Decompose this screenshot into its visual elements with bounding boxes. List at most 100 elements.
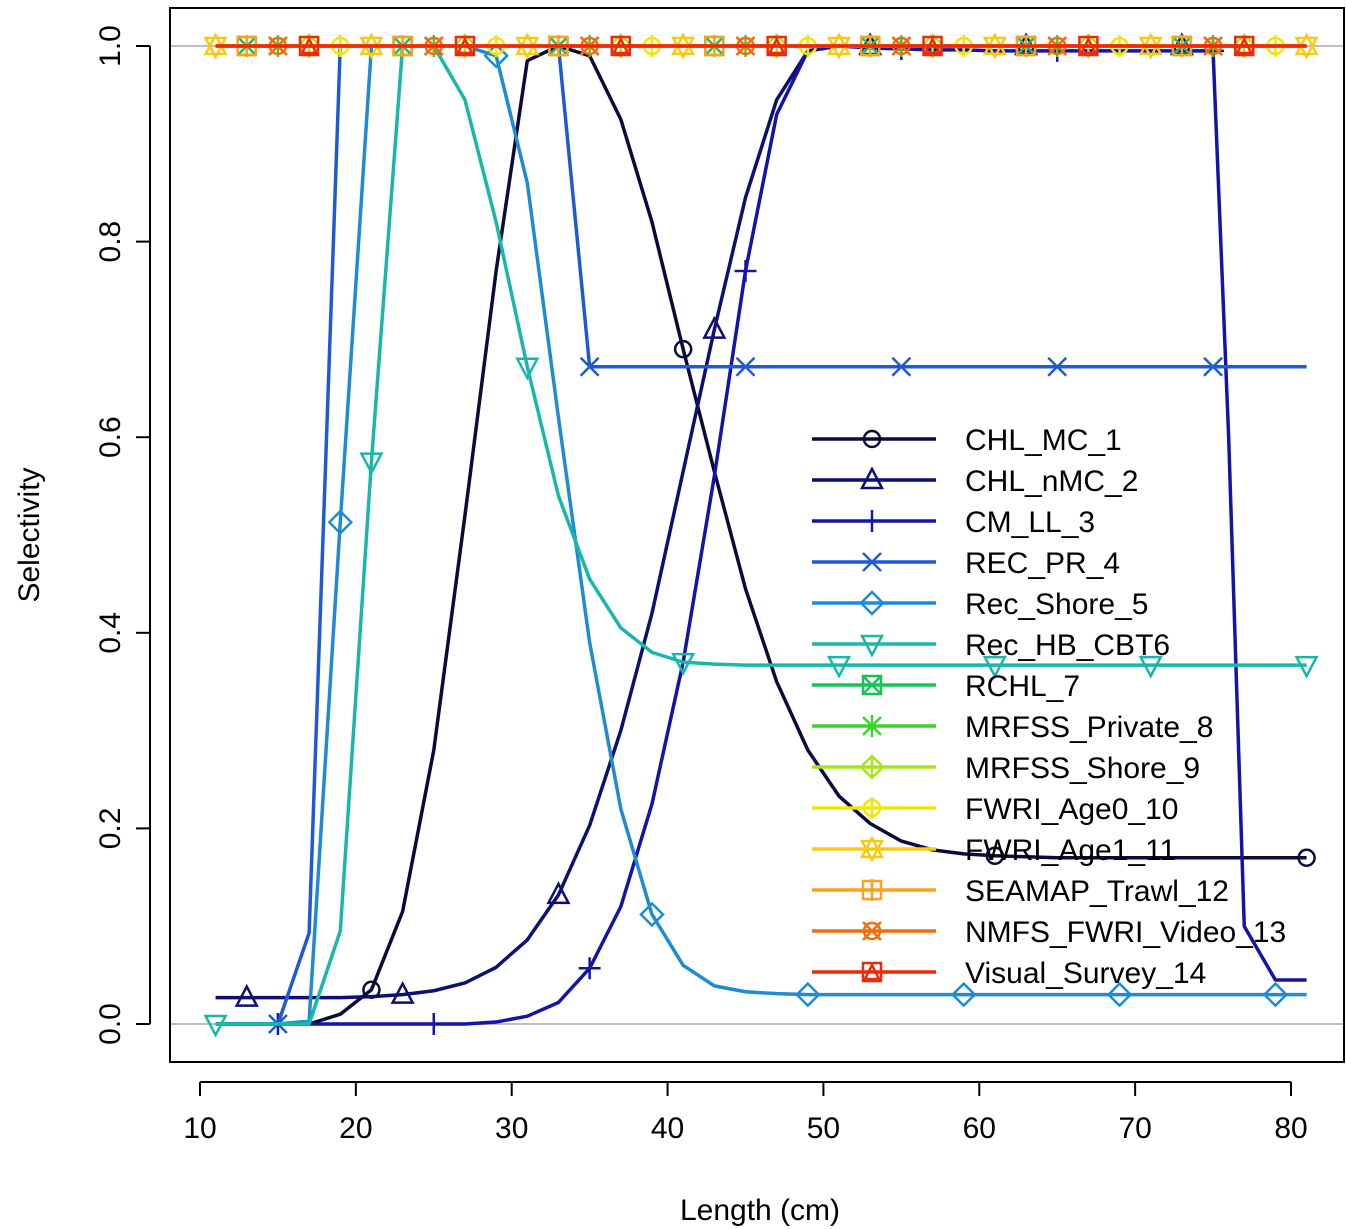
x-tick-label: 60 [963, 1112, 996, 1145]
legend-marker [862, 429, 882, 449]
legend-entry: Visual_Survey_14 [812, 957, 1206, 990]
x-tick-label: 50 [807, 1112, 840, 1145]
data-point [673, 339, 693, 359]
data-point [422, 1013, 445, 1035]
data-point [1138, 655, 1163, 679]
data-point [1078, 35, 1099, 57]
legend-marker [861, 715, 883, 737]
legend-marker [862, 921, 882, 941]
data-point [454, 35, 476, 57]
y-tick-label: 0.6 [94, 416, 127, 458]
legend-entry: CHL_MC_1 [812, 424, 1122, 457]
legend-label: Visual_Survey_14 [965, 957, 1206, 990]
legend-entry: RCHL_7 [812, 670, 1080, 703]
legend-entry: FWRI_Age0_10 [812, 793, 1178, 826]
data-point [922, 35, 943, 57]
data-point [359, 452, 384, 476]
data-point [639, 901, 665, 928]
legend-label: RCHL_7 [965, 670, 1080, 703]
series-line [215, 44, 1307, 1026]
x-tick-label: 70 [1118, 1112, 1151, 1145]
legend-label: SEAMAP_Trawl_12 [965, 875, 1229, 908]
data-point [950, 981, 977, 1008]
series-Rec_HB_CBT6 [203, 44, 1319, 1038]
legend-marker [859, 466, 885, 490]
data-point [546, 881, 571, 905]
legend-label: Rec_HB_CBT6 [965, 629, 1170, 662]
data-point [515, 357, 540, 381]
x-tick-label: 40 [651, 1112, 684, 1145]
y-tick-label: 0.2 [94, 808, 127, 850]
legend-marker [859, 590, 885, 616]
x-axis: 10 20 30 40 50 60 70 80 [183, 1081, 1308, 1145]
data-point [671, 652, 696, 676]
x-tick-label: 20 [339, 1112, 372, 1145]
legend-entry: NMFS_FWRI_Video_13 [812, 916, 1286, 949]
legend-entry: SEAMAP_Trawl_12 [812, 875, 1229, 908]
data-point [891, 356, 912, 377]
data-point [1203, 356, 1223, 377]
x-axis-label: Length (cm) [680, 1194, 840, 1227]
legend-marker [861, 879, 883, 901]
legend-entry: REC_PR_4 [812, 547, 1120, 580]
legend-marker [861, 674, 883, 696]
legend-label: FWRI_Age0_10 [965, 793, 1178, 826]
legend-label: MRFSS_Private_8 [965, 711, 1213, 744]
data-point [578, 957, 601, 980]
x-tick-label: 80 [1274, 1112, 1307, 1145]
legend-label: FWRI_Age1_11 [965, 834, 1176, 867]
legend-label: NMFS_FWRI_Video_13 [965, 916, 1286, 949]
y-tick-label: 0.0 [94, 1003, 127, 1045]
data-point [298, 35, 320, 57]
data-point [1294, 655, 1319, 679]
data-point [579, 356, 600, 377]
plot-series [203, 32, 1319, 1038]
plot-frame [169, 7, 1345, 1063]
legend-label: MRFSS_Shore_9 [965, 752, 1200, 785]
legend-entry: CHL_nMC_2 [812, 465, 1138, 498]
legend-label: REC_PR_4 [965, 547, 1120, 580]
data-point [985, 846, 1005, 866]
legend-label: Rec_Shore_5 [965, 588, 1148, 621]
data-point [234, 983, 259, 1007]
y-axis: 0.0 0.2 0.4 0.6 0.8 1.0 [94, 25, 151, 1045]
legend-entry: Rec_Shore_5 [812, 588, 1148, 621]
legend-marker [859, 634, 885, 658]
data-point [734, 259, 757, 282]
data-point [483, 43, 509, 69]
y-tick-label: 0.4 [94, 612, 127, 654]
data-point [390, 980, 415, 1004]
legend-marker [861, 510, 883, 532]
data-point [766, 35, 787, 57]
series-Visual_Survey_14 [215, 35, 1307, 57]
data-point [1297, 848, 1316, 867]
data-point [982, 655, 1007, 679]
data-point [203, 1014, 228, 1038]
legend-marker [859, 835, 885, 863]
legend: CHL_MC_1 CHL_nMC_2 CM_LL_3 REC_PR_4 Rec_Shor… [812, 424, 1286, 990]
legend-marker [862, 552, 882, 572]
legend-label: CHL_MC_1 [965, 424, 1122, 457]
series-line [215, 44, 1307, 1026]
data-point [1262, 981, 1289, 1008]
series-line [215, 44, 1307, 1026]
legend-entry: MRFSS_Shore_9 [812, 752, 1200, 785]
x-tick-label: 10 [183, 1112, 216, 1145]
legend-marker [861, 797, 883, 819]
data-point [1106, 981, 1133, 1008]
x-tick-label: 30 [495, 1112, 528, 1145]
y-axis-label: Selectivity [13, 467, 46, 602]
data-point [327, 509, 354, 536]
y-tick-label: 1.0 [94, 25, 127, 67]
data-point [735, 356, 756, 377]
legend-marker [859, 754, 885, 780]
data-point [702, 315, 727, 339]
data-point [1233, 35, 1255, 57]
y-tick-label: 0.8 [94, 221, 127, 263]
legend-marker [861, 961, 883, 983]
legend-label: CHL_nMC_2 [965, 465, 1138, 498]
legend-entry: MRFSS_Private_8 [812, 711, 1213, 744]
data-point [610, 35, 632, 57]
data-point [795, 981, 821, 1008]
data-point [1047, 356, 1068, 377]
